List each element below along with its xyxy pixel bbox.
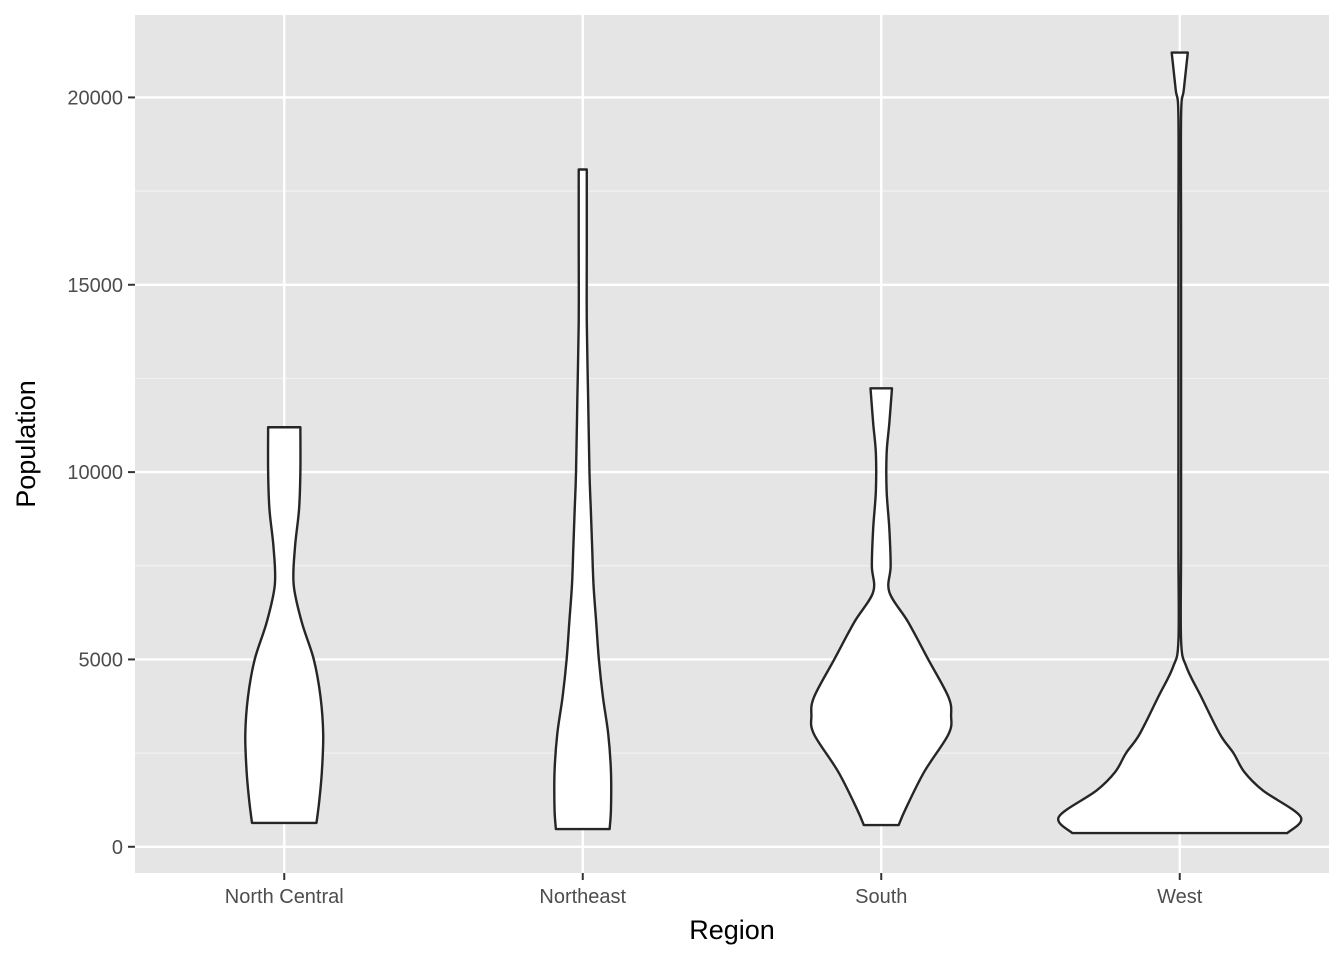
plot-panel — [135, 15, 1329, 873]
y-tick-label: 20000 — [67, 87, 123, 109]
violin-south — [809, 387, 953, 827]
y-tick-label: 5000 — [79, 649, 124, 671]
violins — [244, 51, 1303, 835]
violin-north-central — [244, 426, 325, 825]
y-tick-label: 0 — [112, 837, 123, 859]
x-tick-label: West — [1157, 886, 1203, 908]
x-axis: North Central Northeast South West — [225, 873, 1203, 908]
x-tick-label: South — [855, 886, 907, 908]
x-tick-label: North Central — [225, 886, 344, 908]
x-tick-label: Northeast — [539, 886, 626, 908]
violin-northeast — [553, 168, 613, 831]
y-tick-label: 10000 — [67, 462, 123, 484]
violin-west — [1057, 51, 1303, 835]
y-axis-title: Population — [11, 380, 41, 508]
y-axis: 0 5000 10000 15000 20000 — [67, 87, 135, 859]
y-tick-label: 15000 — [67, 275, 123, 297]
x-axis-title: Region — [689, 915, 775, 945]
